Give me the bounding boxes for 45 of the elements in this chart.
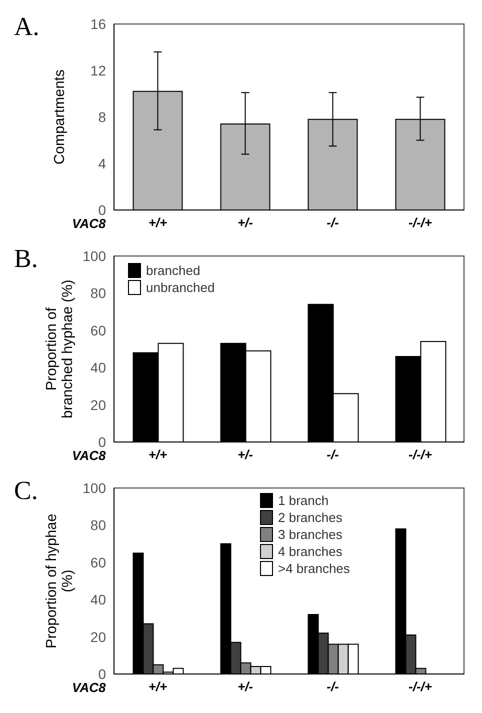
x-tick-label: +/- xyxy=(237,447,254,462)
y-tick-label: 4 xyxy=(98,155,106,172)
chart-title: A. xyxy=(14,12,40,42)
x-axis-title: VAC8 xyxy=(72,680,106,695)
legend-label: >4 branches xyxy=(278,560,350,577)
y-tick-label: 80 xyxy=(90,517,106,534)
y-tick-label: 60 xyxy=(90,322,106,338)
legend-label: 4 branches xyxy=(278,543,342,560)
chart-title: C. xyxy=(14,476,38,506)
x-tick-label: -/- xyxy=(326,215,339,230)
x-axis-title: VAC8 xyxy=(72,216,106,231)
y-tick-label: 100 xyxy=(82,248,106,264)
y-axis-title: Compartments xyxy=(52,68,68,167)
y-tick-label: 40 xyxy=(90,360,106,376)
y-tick-label: 0 xyxy=(98,666,106,682)
y-tick-label: 100 xyxy=(82,480,106,496)
legend-label: 1 branch xyxy=(278,492,329,509)
legend-label: 3 branches xyxy=(278,526,342,543)
x-tick-label: +/+ xyxy=(148,447,168,462)
legend-label: unbranched xyxy=(146,279,215,296)
y-tick-label: 16 xyxy=(90,16,106,32)
y-axis-title: Proportion of branched hyphae (%) xyxy=(44,278,76,420)
x-tick-label: -/-/+ xyxy=(408,447,432,462)
y-tick-label: 40 xyxy=(90,592,106,608)
y-tick-label: 20 xyxy=(90,628,106,645)
x-tick-label: -/-/+ xyxy=(408,215,432,230)
y-axis-title: Proportion of hyphae (%) xyxy=(44,512,76,650)
x-tick-label: -/- xyxy=(326,679,339,694)
y-tick-label: 80 xyxy=(90,285,106,302)
x-tick-label: +/+ xyxy=(148,679,168,694)
y-tick-label: 0 xyxy=(98,434,106,450)
x-tick-label: +/- xyxy=(237,215,254,230)
y-tick-label: 0 xyxy=(98,202,106,218)
x-tick-label: -/- xyxy=(326,447,339,462)
y-tick-label: 12 xyxy=(90,62,106,78)
x-tick-label: -/-/+ xyxy=(408,679,432,694)
chart-title: B. xyxy=(14,244,38,274)
y-tick-label: 20 xyxy=(90,396,106,413)
legend-label: branched xyxy=(146,262,200,279)
x-tick-label: +/- xyxy=(237,679,254,694)
y-tick-label: 8 xyxy=(98,108,106,125)
legend-label: 2 branches xyxy=(278,509,342,526)
x-tick-label: +/+ xyxy=(148,215,168,230)
y-tick-label: 60 xyxy=(90,554,106,570)
x-axis-title: VAC8 xyxy=(72,448,106,463)
